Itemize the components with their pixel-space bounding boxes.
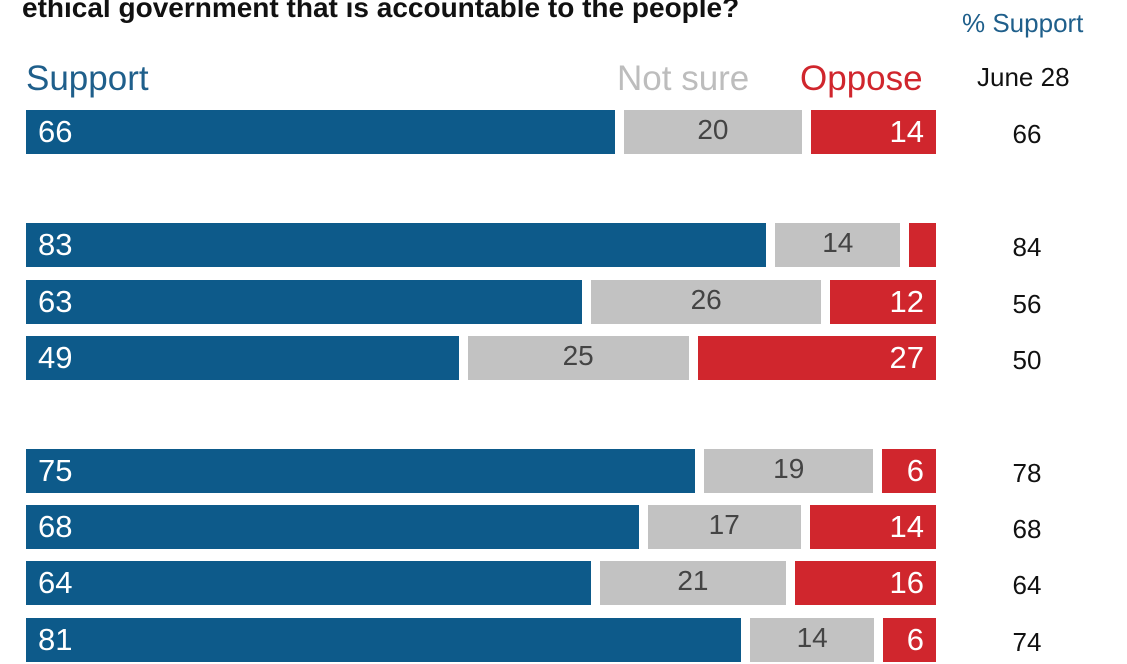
not-sure-bar: 19 [704, 449, 874, 493]
oppose-bar: 12 [830, 280, 936, 324]
support-value-label: 49 [38, 340, 73, 375]
support-value-label: 81 [38, 622, 73, 657]
oppose-bar: 27 [697, 336, 936, 380]
oppose-bar [909, 223, 936, 267]
support-value-label: 64 [38, 565, 73, 600]
support-bar: 66 [26, 110, 615, 154]
oppose-value-label: 14 [889, 114, 924, 149]
side-support-value: 50 [1012, 345, 1042, 375]
support-value-label: 75 [38, 453, 73, 488]
oppose-bar: 6 [883, 618, 936, 662]
not-sure-value-label: 25 [562, 340, 594, 371]
not-sure-bar: 14 [775, 223, 901, 267]
support-value-label: 63 [38, 284, 73, 319]
not-sure-bar: 20 [623, 110, 803, 154]
not-sure-bar: 14 [750, 618, 874, 662]
support-value-label: 68 [38, 509, 73, 544]
not-sure-bar: 26 [591, 280, 821, 324]
not-sure-value-label: 26 [690, 284, 722, 315]
support-bar: 64 [26, 561, 592, 605]
not-sure-value-label: 19 [773, 453, 805, 484]
oppose-value-label: 14 [889, 509, 924, 544]
side-support-value: 78 [1012, 458, 1042, 488]
side-column-subheader: June 28 [977, 62, 1070, 92]
side-support-value: 68 [1012, 514, 1042, 544]
side-support-value: 74 [1012, 627, 1042, 657]
support-bar: 81 [26, 618, 742, 662]
support-bar: 75 [26, 449, 695, 493]
support-value-label: 66 [38, 114, 73, 149]
oppose-bar: 14 [809, 505, 936, 549]
oppose-bar: 16 [794, 561, 936, 605]
oppose-bar: 14 [811, 110, 936, 154]
not-sure-bar: 17 [647, 505, 801, 549]
support-bar: 83 [26, 223, 767, 267]
not-sure-value-label: 14 [822, 227, 854, 258]
legend-support: Support [26, 59, 149, 98]
oppose-value-label: 16 [889, 565, 924, 600]
chart-title: ethical government that is accountable t… [22, 0, 740, 23]
not-sure-value-label: 20 [697, 114, 729, 145]
support-bar: 49 [26, 336, 459, 380]
oppose-value-label: 12 [889, 284, 924, 319]
side-support-value: 56 [1012, 289, 1042, 319]
not-sure-bar: 21 [600, 561, 786, 605]
not-sure-bar: 25 [467, 336, 689, 380]
support-bar: 68 [26, 505, 639, 549]
oppose-value-label: 6 [906, 453, 924, 488]
support-value-label: 83 [38, 227, 73, 262]
side-support-value: 64 [1012, 570, 1042, 600]
side-support-value: 66 [1012, 119, 1042, 149]
side-column-header: % Support [962, 8, 1084, 38]
not-sure-value-label: 17 [708, 509, 740, 540]
side-support-value: 84 [1012, 232, 1042, 262]
support-bar: 63 [26, 280, 583, 324]
not-sure-value-label: 21 [677, 565, 709, 596]
not-sure-value-label: 14 [796, 622, 828, 653]
oppose-value-label: 27 [889, 340, 924, 375]
oppose-value-label: 6 [906, 622, 924, 657]
legend-not-sure: Not sure [617, 59, 750, 98]
legend-oppose: Oppose [800, 59, 923, 98]
oppose-bar: 6 [882, 449, 936, 493]
